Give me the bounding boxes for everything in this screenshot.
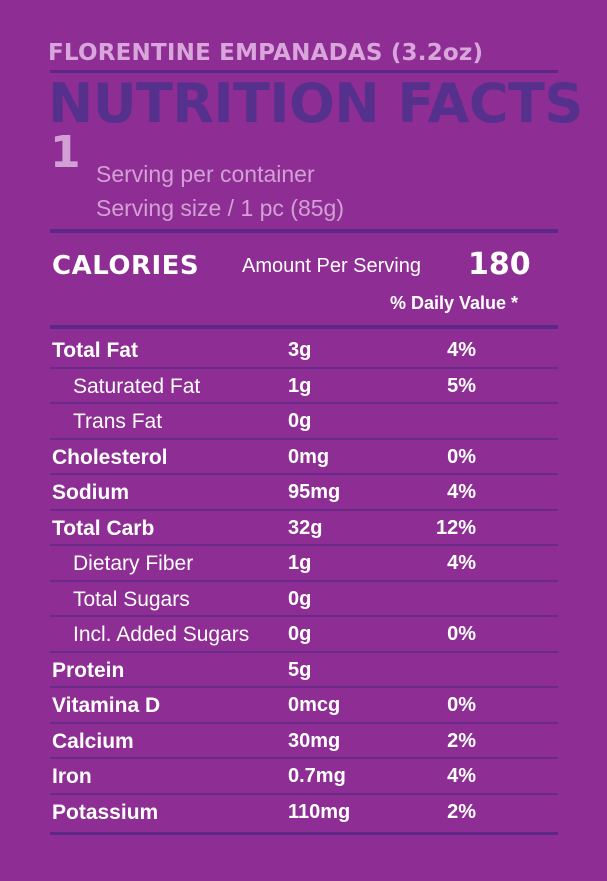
nutrient-daily-value: 4%	[447, 552, 476, 574]
nutrient-row: Total Sugars 0g	[48, 582, 558, 616]
amount-per-serving-label: Amount Per Serving	[242, 255, 421, 277]
nutrient-name: Protein	[52, 658, 125, 682]
nutrient-daily-value: 4%	[447, 339, 476, 361]
nutrient-amount: 0g	[288, 587, 312, 610]
calories-label: CALORIES	[52, 251, 200, 281]
nutrient-row: Calcium 30mg 2%	[48, 724, 558, 758]
nutrient-amount: 0g	[288, 623, 312, 645]
serving-size: Serving size / 1 pc (85g)	[96, 195, 345, 221]
nutrient-row: Cholesterol 0mg 0%	[48, 440, 558, 474]
row-divider	[50, 792, 558, 795]
row-divider	[50, 615, 558, 617]
nutrient-row: Saturated Fat 1g 5%	[48, 369, 558, 403]
nutrition-facts-panel: FLORENTINE EMPANADAS (3.2oz) NUTRITION F…	[48, 36, 583, 835]
nutrient-name: Incl. Added Sugars	[73, 623, 250, 646]
calories-section: CALORIES Amount Per Serving 180 % Daily …	[48, 233, 558, 325]
daily-value-label: % Daily Value *	[390, 293, 519, 313]
nutrient-row: Dietary Fiber 1g 4%	[48, 546, 558, 580]
row-divider	[50, 473, 558, 475]
nutrient-name: Potassium	[52, 800, 159, 824]
nutrient-daily-value: 0%	[447, 445, 476, 468]
nutrient-name: Total Sugars	[73, 587, 190, 611]
divider	[50, 325, 558, 329]
row-divider	[50, 508, 558, 511]
row-divider	[50, 437, 558, 440]
servings-per-container: Serving per container	[96, 161, 315, 187]
nutrient-row: Total Carb 32g 12%	[48, 511, 558, 545]
row-divider	[50, 757, 558, 759]
divider	[50, 229, 558, 233]
nutrient-row: Potassium 110mg 2%	[48, 795, 558, 829]
nutrition-facts-heading: NUTRITION FACTS	[48, 72, 583, 135]
nutrient-row: Vitamina D 0mcg 0%	[48, 688, 558, 722]
nutrient-table: Total Fat 3g 4% Saturated Fat 1g 5% Trans Fat 0…	[48, 333, 558, 828]
nutrient-row: Total Fat 3g 4%	[48, 333, 558, 367]
nutrient-amount: 1g	[288, 374, 312, 397]
row-divider	[50, 402, 558, 404]
nutrient-row: Iron 0.7mg 4%	[48, 759, 558, 793]
row-divider	[50, 686, 558, 688]
nutrient-row: Trans Fat 0g	[48, 404, 558, 438]
nutrient-daily-value: 2%	[447, 800, 476, 823]
divider	[50, 832, 558, 835]
nutrient-name: Saturated Fat	[73, 374, 201, 398]
nutrient-daily-value: 4%	[447, 481, 476, 503]
nutrient-name: Iron	[52, 765, 92, 788]
row-divider	[50, 721, 558, 724]
nutrient-name: Calcium	[52, 729, 134, 753]
product-title: FLORENTINE EMPANADAS (3.2oz)	[48, 40, 484, 66]
nutrient-row: Sodium 95mg 4%	[48, 475, 558, 509]
nutrient-amount: 1g	[288, 552, 312, 574]
nutrient-daily-value: 2%	[447, 729, 476, 752]
nutrient-amount: 95mg	[288, 481, 341, 503]
nutrient-row: Protein 5g	[48, 653, 558, 687]
nutrient-daily-value: 12%	[435, 516, 476, 539]
nutrient-daily-value: 0%	[447, 623, 476, 645]
nutrient-daily-value: 0%	[447, 694, 476, 716]
nutrient-amount: 5g	[288, 658, 312, 681]
nutrient-name: Sodium	[52, 481, 129, 504]
nutrient-name: Cholesterol	[52, 445, 168, 469]
row-divider	[50, 544, 558, 546]
divider	[50, 70, 558, 73]
nutrient-row: Incl. Added Sugars 0g 0%	[48, 617, 558, 651]
nutrient-amount: 0.7mg	[288, 765, 346, 787]
servings-count: 1	[50, 127, 81, 178]
nutrient-name: Total Fat	[52, 339, 138, 362]
nutrient-amount: 30mg	[288, 729, 341, 752]
nutrient-amount: 0mg	[288, 445, 330, 468]
nutrient-amount: 0g	[288, 410, 312, 432]
row-divider	[50, 650, 558, 653]
servings-section: 1 Serving per container Serving size / 1…	[48, 127, 558, 229]
nutrient-daily-value: 5%	[447, 374, 476, 397]
nutrient-amount: 110mg	[288, 800, 351, 823]
row-divider	[50, 366, 558, 369]
calories-value: 180	[468, 247, 531, 282]
nutrient-amount: 0mcg	[288, 694, 341, 716]
nutrient-name: Trans Fat	[73, 410, 163, 433]
nutrient-name: Vitamina D	[52, 694, 161, 717]
row-divider	[50, 579, 558, 582]
nutrient-amount: 32g	[288, 516, 323, 539]
nutrient-daily-value: 4%	[447, 765, 476, 787]
nutrient-name: Dietary Fiber	[73, 552, 194, 575]
nutrient-amount: 3g	[288, 339, 312, 361]
nutrient-name: Total Carb	[52, 516, 155, 540]
